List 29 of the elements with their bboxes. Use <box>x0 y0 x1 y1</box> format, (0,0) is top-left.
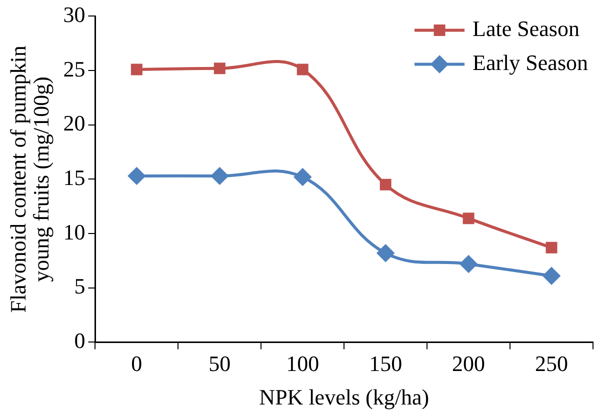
x-tick-label: 0 <box>131 351 142 376</box>
point <box>460 255 478 272</box>
y-tick-label: 10 <box>63 219 86 244</box>
point <box>294 168 312 186</box>
y-tick-label: 20 <box>63 110 86 136</box>
point <box>214 62 226 74</box>
x-tick-label: 150 <box>369 351 402 376</box>
y-tick-label: 5 <box>74 274 86 299</box>
point <box>130 64 142 76</box>
point <box>380 178 392 190</box>
point <box>377 244 394 262</box>
point <box>462 212 474 224</box>
point <box>128 167 146 184</box>
x-tick-label: 250 <box>535 351 568 376</box>
point <box>211 167 228 184</box>
point <box>296 64 308 76</box>
point <box>543 267 560 284</box>
x-tick-label: 50 <box>208 351 231 376</box>
y-tick-label: 15 <box>63 164 86 190</box>
point <box>546 242 558 254</box>
x-tick-label: 100 <box>286 351 320 376</box>
x-tick-label: 200 <box>452 351 486 376</box>
y-tick-label: 0 <box>74 328 86 353</box>
y-axis-title: Flavonoid content of pumpkin young fruits (mg/100g) <box>5 46 54 313</box>
y-tick-label: 30 <box>63 2 86 27</box>
legend-label: Early Season <box>472 50 588 75</box>
legend-label: Late Season <box>472 16 580 41</box>
x-axis-title: NPK levels (kg/ha) <box>259 384 430 410</box>
y-tick-label: 25 <box>63 56 86 82</box>
